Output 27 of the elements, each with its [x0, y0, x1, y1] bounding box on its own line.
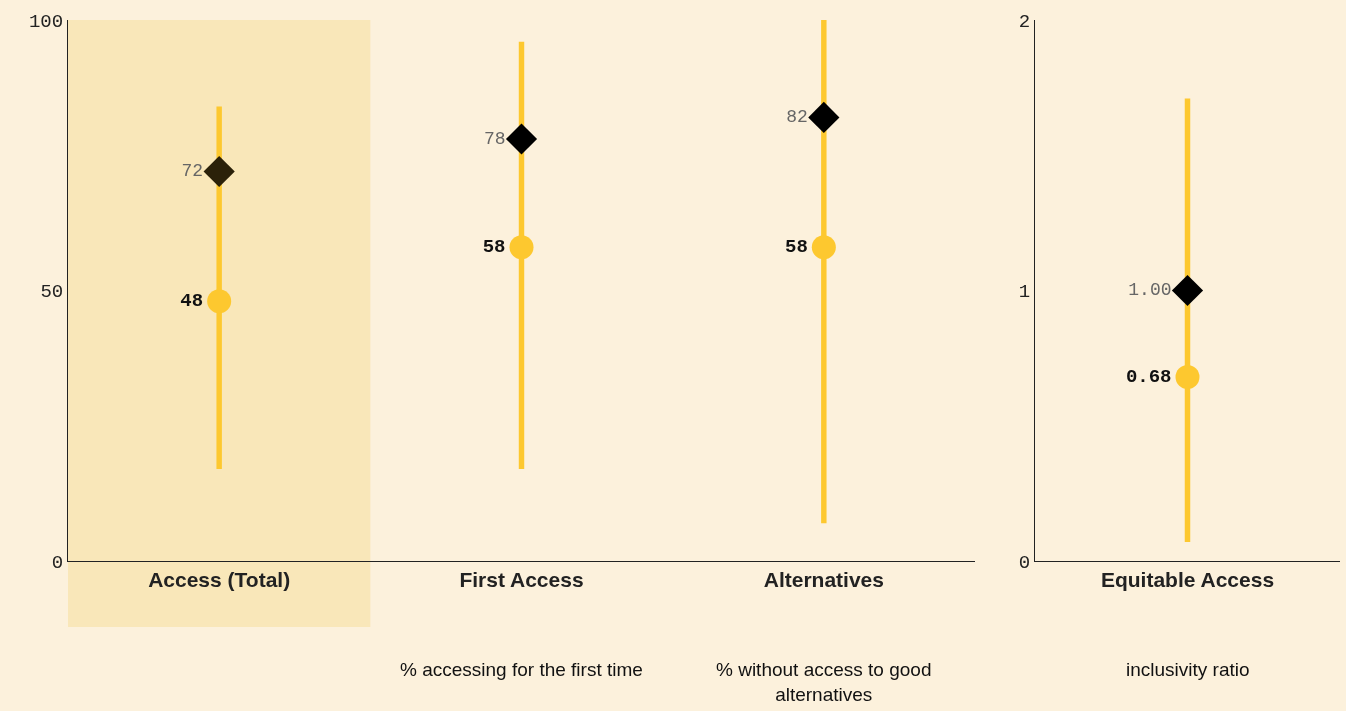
x-tick-label: Alternatives — [763, 568, 884, 592]
y-tick-label: 1 — [1018, 281, 1031, 304]
x-tick-label: First Access — [459, 568, 584, 592]
point — [207, 289, 232, 314]
point — [203, 155, 235, 188]
y-tick-label: 0 — [51, 551, 64, 574]
data-label: 78 — [483, 128, 506, 149]
text: % accessing for the first time — [400, 659, 643, 680]
data-label: 0.68 — [1125, 365, 1172, 388]
y-tick-label: 50 — [40, 281, 64, 304]
x-tick-label: Access (Total) — [148, 568, 291, 592]
point — [509, 235, 534, 260]
data-label: 1.00 — [1128, 280, 1172, 300]
data-label: 58 — [482, 235, 506, 258]
y-tick-label: 100 — [28, 10, 64, 33]
text: % without access to good alternatives — [716, 659, 932, 705]
data-label: 48 — [180, 290, 204, 313]
data-label: 58 — [785, 235, 808, 258]
y-tick-label: 0 — [1018, 551, 1031, 574]
point — [811, 235, 836, 260]
data-label: 82 — [786, 106, 808, 127]
text: inclusivity ratio — [1126, 659, 1250, 680]
point — [808, 101, 840, 133]
x-tick-label: Equitable Access — [1100, 568, 1275, 592]
y-tick-label: 2 — [1018, 10, 1031, 33]
point — [505, 123, 538, 155]
data-label: 72 — [181, 160, 204, 181]
